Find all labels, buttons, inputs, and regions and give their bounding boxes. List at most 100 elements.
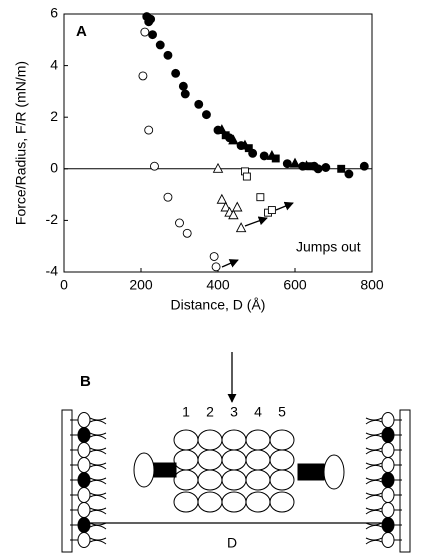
- point: [209, 252, 219, 261]
- panel-label: A: [76, 23, 87, 40]
- lipid-head: [77, 502, 91, 518]
- point: [228, 209, 239, 220]
- lipid-tail: [89, 462, 107, 470]
- lipid-tail: [365, 477, 383, 485]
- column-label: 3: [230, 404, 238, 420]
- lipid-tail: [89, 522, 107, 530]
- protein-unit: [269, 449, 295, 471]
- point: [235, 222, 247, 233]
- head: [133, 452, 155, 488]
- lipid-tail: [89, 507, 107, 515]
- y-tick-label: -4: [46, 263, 59, 279]
- arrow: [221, 259, 239, 268]
- protein-unit: [221, 491, 247, 513]
- protein-unit: [173, 469, 199, 491]
- protein-layers: [173, 429, 295, 513]
- point: [163, 192, 173, 202]
- y-axis-label: Force/Radius, F/R (mN/m): [13, 61, 29, 225]
- protein-unit: [197, 449, 223, 471]
- diagram: [61, 409, 411, 553]
- protein-unit: [173, 491, 199, 513]
- point: [228, 134, 239, 145]
- point: [337, 164, 346, 173]
- point: [242, 172, 251, 181]
- lipid-head: [77, 412, 91, 428]
- x-tick-label: 0: [60, 277, 68, 293]
- lipid-head: [381, 412, 395, 428]
- protein-unit: [221, 429, 247, 451]
- protein-unit: [269, 469, 295, 491]
- panel-label: B: [80, 373, 91, 390]
- point: [306, 162, 315, 171]
- protein-unit: [173, 449, 199, 471]
- point: [289, 157, 301, 168]
- wall: [399, 409, 411, 553]
- wall: [61, 409, 73, 553]
- protein-unit: [221, 449, 247, 471]
- protein-unit: [221, 469, 247, 491]
- y-tick-label: 0: [50, 160, 58, 176]
- lipid-tail: [89, 492, 107, 500]
- x-tick-label: 800: [360, 277, 384, 293]
- point: [194, 99, 204, 109]
- lipid-tail: [365, 537, 383, 545]
- point: [182, 228, 192, 238]
- protein-unit: [269, 429, 295, 451]
- point: [232, 201, 243, 212]
- x-tick-label: 200: [129, 277, 153, 293]
- annotation: Jumps out: [296, 239, 361, 255]
- protein-unit: [197, 491, 223, 513]
- protein-unit: [269, 491, 295, 513]
- lipid-head: [77, 427, 91, 443]
- linker: [153, 462, 177, 478]
- point: [359, 161, 369, 171]
- arrow: [275, 201, 294, 211]
- lipid-tail: [365, 492, 383, 500]
- point: [256, 193, 265, 202]
- protein-unit: [245, 491, 271, 513]
- lipid-head: [77, 442, 91, 458]
- lipid-tail: [89, 447, 107, 455]
- point: [140, 27, 150, 37]
- x-tick-label: 400: [206, 277, 230, 293]
- lipid-tail: [365, 522, 383, 530]
- protein-unit: [197, 429, 223, 451]
- protein-unit: [245, 429, 271, 451]
- lipid-head: [381, 442, 395, 458]
- lipid-head: [381, 457, 395, 473]
- y-tick-label: 6: [50, 5, 58, 21]
- lipid-head: [381, 532, 395, 548]
- lipid-head: [77, 457, 91, 473]
- point: [178, 81, 188, 91]
- point: [146, 14, 156, 24]
- jump-arrows: [221, 201, 294, 268]
- arrow: [244, 216, 268, 227]
- point: [344, 169, 354, 179]
- y-tick-label: -2: [46, 211, 59, 227]
- point: [175, 218, 184, 228]
- point: [282, 159, 292, 169]
- lipid-head: [77, 517, 91, 533]
- point: [148, 30, 158, 40]
- column-label: 2: [206, 404, 214, 420]
- point: [220, 201, 231, 212]
- protein-unit: [197, 469, 223, 491]
- head: [323, 454, 345, 490]
- x-tick-label: 600: [283, 277, 307, 293]
- point: [150, 161, 159, 171]
- point: [212, 162, 224, 173]
- y-tick-label: 4: [50, 56, 58, 72]
- lipid-tail: [365, 447, 383, 455]
- point: [321, 163, 331, 172]
- lipid-tail: [89, 477, 107, 485]
- lipid-tail: [365, 507, 383, 515]
- x-axis-label: Distance, D (Å): [171, 297, 266, 313]
- lipid-tail: [365, 417, 383, 425]
- distance-label: D: [227, 535, 237, 551]
- point: [155, 40, 165, 50]
- protein-unit: [245, 469, 271, 491]
- lipid-head: [381, 427, 395, 443]
- lipid-head: [77, 532, 91, 548]
- point: [201, 110, 211, 120]
- point: [271, 154, 280, 163]
